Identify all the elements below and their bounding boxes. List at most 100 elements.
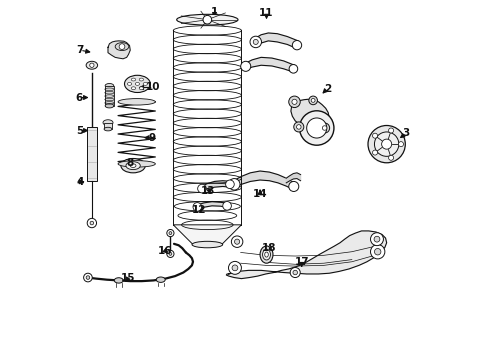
Text: 14: 14 — [253, 189, 268, 199]
Text: 17: 17 — [294, 257, 309, 267]
Ellipse shape — [131, 87, 136, 90]
Circle shape — [228, 261, 242, 274]
Circle shape — [289, 64, 298, 73]
Circle shape — [382, 139, 392, 149]
Circle shape — [90, 63, 94, 67]
Circle shape — [293, 41, 302, 50]
Bar — [105, 86, 114, 106]
Polygon shape — [245, 57, 294, 72]
Circle shape — [370, 244, 385, 259]
Circle shape — [86, 276, 90, 279]
Text: 5: 5 — [76, 126, 84, 135]
Text: 8: 8 — [126, 158, 133, 168]
Circle shape — [389, 128, 393, 133]
Ellipse shape — [115, 42, 129, 50]
Circle shape — [193, 203, 201, 211]
Text: 9: 9 — [148, 133, 155, 143]
Text: 7: 7 — [76, 45, 84, 55]
Text: 15: 15 — [121, 273, 136, 283]
Circle shape — [370, 233, 383, 246]
Circle shape — [167, 229, 174, 237]
Ellipse shape — [260, 246, 273, 263]
Polygon shape — [201, 181, 231, 191]
Circle shape — [90, 221, 94, 225]
Bar — [104, 123, 112, 129]
Circle shape — [250, 36, 262, 48]
Circle shape — [309, 96, 318, 105]
Circle shape — [87, 219, 97, 228]
Text: 18: 18 — [262, 243, 277, 253]
Ellipse shape — [139, 87, 144, 90]
Ellipse shape — [135, 82, 140, 85]
Text: 16: 16 — [158, 246, 172, 256]
Bar — [87, 127, 97, 181]
Ellipse shape — [265, 252, 269, 257]
Circle shape — [231, 236, 243, 247]
Circle shape — [289, 181, 299, 192]
Circle shape — [372, 150, 378, 155]
Circle shape — [294, 122, 304, 132]
Circle shape — [319, 123, 330, 133]
Circle shape — [398, 141, 403, 147]
Text: 12: 12 — [192, 206, 206, 216]
Text: 2: 2 — [324, 84, 331, 94]
Circle shape — [296, 125, 301, 129]
Circle shape — [167, 250, 174, 257]
Circle shape — [293, 270, 297, 275]
Circle shape — [289, 96, 300, 108]
Ellipse shape — [127, 82, 132, 85]
Ellipse shape — [105, 84, 114, 88]
Polygon shape — [255, 33, 298, 49]
Polygon shape — [234, 171, 294, 190]
Ellipse shape — [177, 14, 238, 25]
Ellipse shape — [121, 158, 146, 173]
Text: 13: 13 — [201, 186, 216, 197]
Ellipse shape — [263, 249, 270, 260]
Circle shape — [84, 273, 92, 282]
Polygon shape — [291, 99, 329, 134]
Circle shape — [169, 252, 172, 255]
Circle shape — [374, 248, 381, 255]
Circle shape — [228, 179, 240, 190]
Circle shape — [203, 15, 212, 24]
Circle shape — [368, 126, 405, 163]
Text: 10: 10 — [147, 82, 161, 93]
Ellipse shape — [131, 78, 136, 81]
Polygon shape — [173, 225, 242, 244]
Circle shape — [374, 236, 380, 242]
Circle shape — [253, 40, 258, 44]
Circle shape — [322, 126, 327, 130]
Text: 1: 1 — [211, 7, 218, 17]
Circle shape — [374, 132, 399, 156]
Text: 11: 11 — [259, 8, 274, 18]
Circle shape — [225, 180, 234, 189]
Text: 4: 4 — [76, 177, 84, 187]
Circle shape — [169, 231, 172, 234]
Ellipse shape — [124, 75, 150, 93]
Ellipse shape — [103, 120, 113, 126]
Ellipse shape — [130, 164, 136, 167]
Polygon shape — [286, 173, 300, 183]
Circle shape — [290, 267, 300, 278]
Circle shape — [311, 98, 315, 102]
Ellipse shape — [105, 104, 114, 108]
Polygon shape — [108, 41, 130, 59]
Ellipse shape — [126, 162, 140, 170]
Circle shape — [223, 202, 231, 210]
Circle shape — [372, 133, 378, 138]
Ellipse shape — [143, 82, 147, 85]
Ellipse shape — [156, 277, 165, 282]
Polygon shape — [196, 202, 228, 209]
Circle shape — [232, 265, 238, 271]
Circle shape — [235, 239, 240, 244]
Ellipse shape — [104, 127, 112, 131]
Polygon shape — [226, 231, 387, 279]
Circle shape — [389, 155, 393, 160]
Circle shape — [299, 111, 334, 145]
Circle shape — [292, 99, 297, 104]
Ellipse shape — [118, 161, 155, 167]
Text: 3: 3 — [403, 129, 410, 138]
Ellipse shape — [86, 61, 98, 69]
Ellipse shape — [114, 278, 123, 283]
Ellipse shape — [139, 78, 144, 81]
